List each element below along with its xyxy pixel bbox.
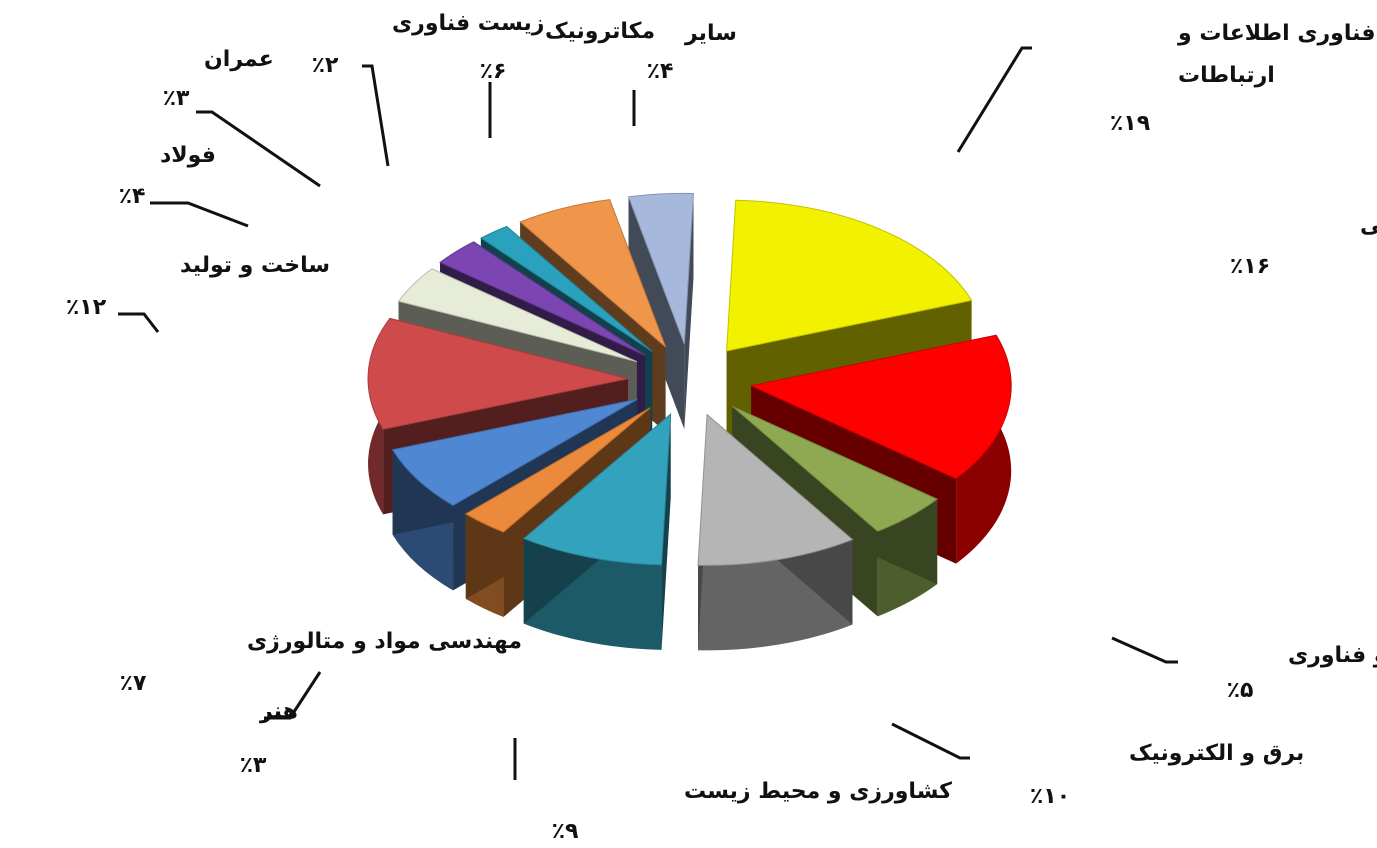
slice-percent-11: ٪۲ bbox=[312, 53, 339, 78]
slice-label-2: شیمی و صنایع شیمیایی bbox=[1360, 213, 1377, 238]
slice-top-12 bbox=[519, 199, 667, 348]
slice-label-3: نانو فناوری bbox=[1288, 643, 1377, 668]
slice-top-2 bbox=[749, 334, 1012, 480]
slice-top-5 bbox=[522, 413, 672, 566]
slice-top-3 bbox=[731, 405, 939, 532]
slice-percent-4: ٪۱۰ bbox=[1030, 784, 1070, 809]
slice-label-10: عمران bbox=[204, 47, 274, 72]
leader-line-6 bbox=[264, 671, 322, 720]
slice-label-9: فولاد bbox=[160, 143, 216, 168]
slice-wall-13-0 bbox=[628, 196, 685, 430]
pie-slice-13 bbox=[627, 192, 694, 430]
slice-top-9 bbox=[397, 268, 637, 363]
slice-label-8: ساخت و تولید bbox=[180, 253, 330, 278]
pie-slice-5 bbox=[522, 413, 672, 650]
pie-slice-4 bbox=[697, 413, 854, 651]
leader-line-10 bbox=[196, 110, 321, 188]
slice-top-7 bbox=[391, 398, 638, 506]
slice-percent-13: ٪۴ bbox=[647, 59, 674, 84]
slice-top-6 bbox=[464, 407, 651, 533]
leader-line-9 bbox=[150, 201, 249, 228]
slice-percent-3: ٪۵ bbox=[1227, 678, 1254, 703]
slice-percent-9: ٪۴ bbox=[119, 184, 146, 209]
slice-wall-13-1 bbox=[684, 193, 694, 430]
slice-label-4: برق و الکترونیک bbox=[1129, 741, 1304, 766]
slice-label-6: هنر bbox=[259, 699, 298, 724]
slice-label-1-line2: ارتباطات bbox=[1178, 63, 1275, 88]
slice-top-8 bbox=[367, 317, 629, 430]
leader-line-3 bbox=[1111, 636, 1178, 664]
slice-top-10 bbox=[439, 241, 646, 356]
slice-top-13 bbox=[627, 192, 694, 345]
leader-line-8 bbox=[118, 312, 160, 333]
slice-percent-1: ٪۱۹ bbox=[1110, 111, 1150, 136]
slice-label-13: سایر bbox=[684, 21, 737, 46]
slice-label-1: فناوری اطلاعات و bbox=[1177, 21, 1376, 46]
slice-top-1 bbox=[726, 199, 973, 352]
slice-percent-6: ٪۳ bbox=[240, 753, 267, 778]
slice-label-7: مهندسی مواد و متالورژی bbox=[247, 629, 522, 654]
slice-label-5: کشاورزی و محیط زیست bbox=[684, 779, 952, 804]
slice-percent-10: ٪۳ bbox=[163, 86, 190, 111]
slice-top-4 bbox=[697, 413, 854, 566]
slice-percent-12: ٪۶ bbox=[480, 59, 507, 84]
slice-label-11: زیست فناوری bbox=[392, 11, 544, 36]
slice-label-12: مکاترونیک bbox=[545, 19, 655, 44]
slice-wall-6-1 bbox=[465, 407, 651, 599]
slice-percent-8: ٪۱۲ bbox=[66, 295, 107, 320]
leader-line-4 bbox=[891, 722, 970, 760]
slice-percent-7: ٪۷ bbox=[120, 671, 147, 696]
slice-percent-5: ٪۹ bbox=[552, 819, 579, 844]
leader-line-1 bbox=[956, 46, 1032, 153]
slice-percent-2: ٪۱۶ bbox=[1230, 254, 1270, 279]
slice-top-11 bbox=[479, 225, 653, 352]
leader-line-11 bbox=[362, 64, 390, 167]
